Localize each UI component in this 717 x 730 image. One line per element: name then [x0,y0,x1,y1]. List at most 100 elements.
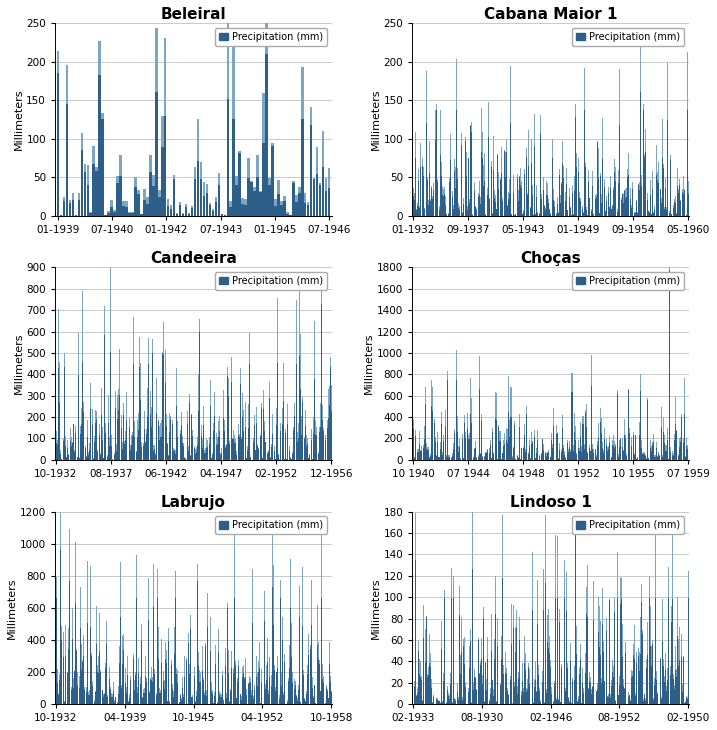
Bar [615,445,617,460]
Bar [648,458,650,460]
Bar [107,696,108,704]
Bar [131,436,132,460]
Bar [298,193,300,215]
Bar [152,677,153,704]
Bar [623,686,624,704]
Bar [100,691,101,704]
Bar [99,613,100,704]
Bar [141,641,142,704]
Bar [135,360,136,460]
Bar [185,207,187,215]
Bar [528,446,530,460]
Bar [206,440,207,460]
Bar [469,439,470,460]
Bar [151,426,152,460]
Bar [237,677,238,704]
Bar [157,598,158,704]
Bar [88,695,89,704]
Bar [556,698,557,704]
Bar [651,646,652,704]
Bar [217,173,220,215]
Bar [556,700,557,704]
Bar [642,453,643,460]
Bar [417,687,418,704]
Bar [419,444,420,460]
Bar [97,672,98,704]
Bar [177,437,178,460]
Bar [265,689,266,704]
Bar [286,214,289,215]
Bar [586,404,587,460]
Bar [414,457,415,460]
Bar [216,445,217,460]
Bar [146,197,148,215]
Bar [151,667,152,704]
Bar [212,690,213,704]
Bar [622,656,623,704]
Bar [306,435,307,460]
Bar [245,677,246,704]
Bar [448,693,449,704]
Bar [313,179,315,215]
Bar [579,448,580,460]
Bar [659,694,660,704]
Bar [202,447,203,460]
Bar [194,446,195,460]
Bar [315,428,317,460]
Bar [486,680,487,704]
Bar [493,452,495,460]
Bar [189,674,190,704]
Bar [633,644,634,704]
Bar [519,427,520,460]
Bar [325,191,328,215]
Bar [225,448,226,460]
Bar [643,452,645,460]
Bar [549,458,551,460]
Bar [287,424,288,460]
Bar [194,667,195,704]
Bar [130,445,131,460]
Bar [618,694,619,704]
Bar [609,443,610,460]
Bar [119,646,120,704]
Bar [137,420,138,460]
Bar [307,202,310,215]
Bar [197,580,198,704]
Bar [178,446,179,460]
Bar [185,204,187,215]
Bar [110,267,111,460]
Bar [90,627,91,704]
Bar [455,350,457,460]
Bar [498,427,499,460]
Bar [291,458,292,460]
Bar [539,691,540,704]
Bar [268,185,271,215]
Bar [228,650,229,704]
Bar [559,450,560,460]
Bar [60,454,61,460]
Bar [454,698,455,704]
Title: Choças: Choças [521,251,581,266]
Bar [544,702,545,704]
Bar [237,682,238,704]
Bar [249,364,250,460]
Bar [247,177,250,215]
Bar [77,456,78,460]
Bar [670,666,671,704]
Bar [502,453,503,460]
Bar [480,661,481,704]
Bar [213,431,214,460]
Bar [119,349,120,460]
Bar [200,672,201,704]
Bar [274,666,275,704]
Bar [57,683,58,704]
Bar [224,684,225,704]
Bar [613,677,614,704]
Bar [306,694,307,704]
Bar [66,65,68,215]
Bar [304,203,306,215]
Bar [328,418,329,460]
Bar [551,618,552,704]
Bar [473,682,474,704]
Bar [488,682,489,704]
